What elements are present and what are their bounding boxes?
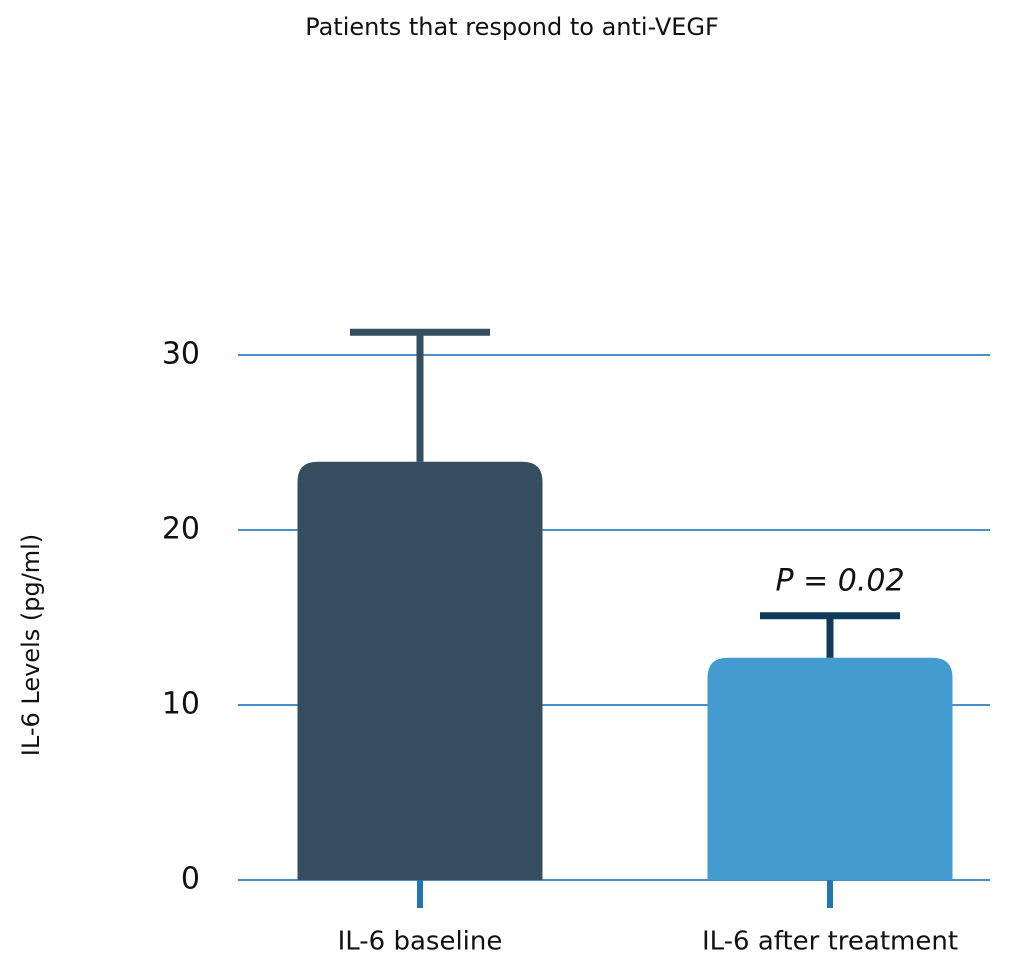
x-tick-label: IL-6 baseline [338,927,503,957]
error-bar [760,612,900,658]
y-tick-label: 0 [181,862,200,897]
y-tick-label: 10 [162,687,200,722]
y-tick-label: 20 [162,512,200,547]
annotation: P = 0.02 [775,563,904,598]
bar [297,461,543,880]
bar [707,657,953,880]
y-axis-label: IL-6 Levels (pg/ml) [17,534,45,756]
error-bar [350,328,490,462]
chart-title: Patients that respond to anti-VEGF [305,13,719,41]
x-tick-label: IL-6 after treatment [702,927,958,957]
y-tick-label: 30 [162,337,200,372]
